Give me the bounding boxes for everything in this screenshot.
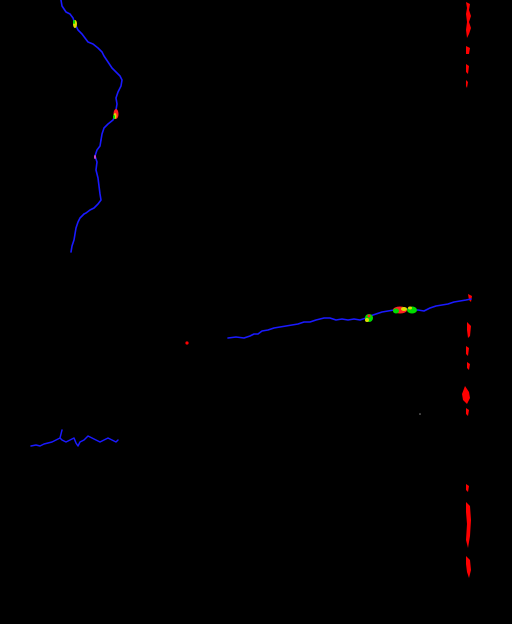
left-trace-highlights [73,20,119,159]
isolated-faint-dot [419,413,421,415]
middle-trace-highlights [365,306,417,322]
middle-horizontal-trace [227,298,472,339]
isolated-red-dot [185,341,189,345]
right-edge-red-fragments [462,2,472,578]
lower-left-trace [30,429,119,447]
